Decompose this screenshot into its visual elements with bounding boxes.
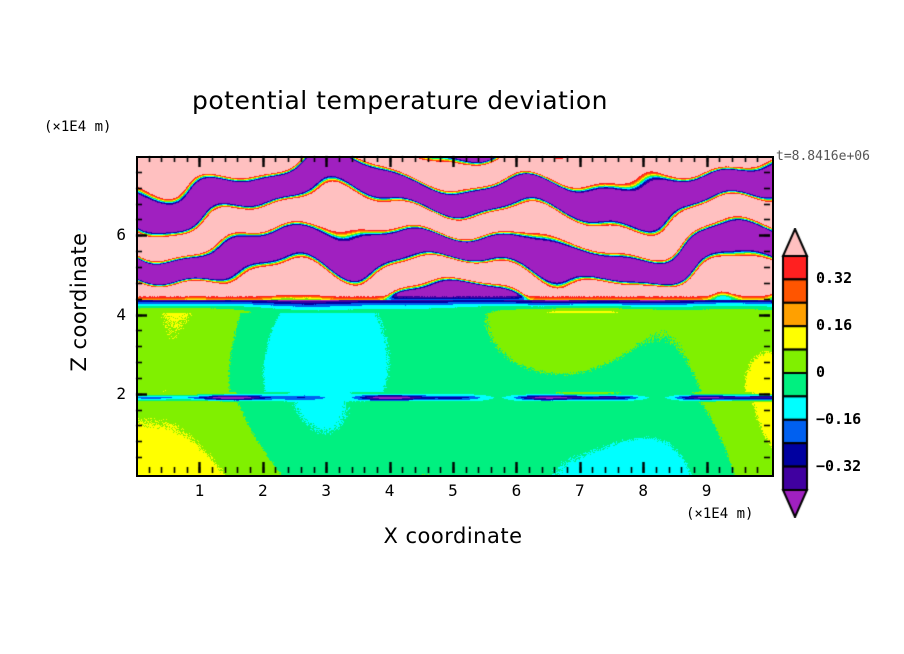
x-tick-label: 2 — [257, 481, 268, 500]
x-tick-label: 9 — [701, 481, 712, 500]
x-tick-label: 6 — [511, 481, 522, 500]
x-tick-label: 8 — [638, 481, 648, 500]
x-tick-label: 3 — [321, 481, 331, 500]
x-axis-title: X coordinate — [383, 524, 523, 548]
timestamp-label: t=8.8416e+06 — [776, 149, 870, 164]
y-axis-title: Z coordinate — [67, 232, 91, 372]
page-title: potential temperature deviation — [192, 86, 608, 115]
colorbar-tick-label: −0.32 — [816, 456, 862, 475]
colorbar-gradient — [780, 228, 810, 518]
y-tick-label: 2 — [116, 383, 126, 403]
colorbar-tick-label: 0.32 — [816, 269, 853, 288]
x-axis-unit-label: (×1E4 m) — [686, 506, 754, 522]
colorbar-tick-label: 0 — [816, 363, 826, 381]
colorbar — [780, 228, 810, 518]
x-tick-label: 4 — [384, 481, 395, 500]
y-tick-label: 4 — [116, 304, 126, 324]
x-tick-label: 7 — [574, 481, 585, 500]
x-tick-label: 1 — [194, 481, 205, 500]
colorbar-tick-label: 0.16 — [816, 316, 853, 335]
colorbar-tick-label: −0.16 — [816, 409, 862, 428]
plot-area — [136, 156, 774, 477]
y-axis-unit-label: (×1E4 m) — [44, 119, 112, 135]
y-tick-label: 6 — [116, 225, 126, 245]
x-tick-label: 5 — [448, 481, 458, 500]
contour-field — [138, 158, 772, 475]
